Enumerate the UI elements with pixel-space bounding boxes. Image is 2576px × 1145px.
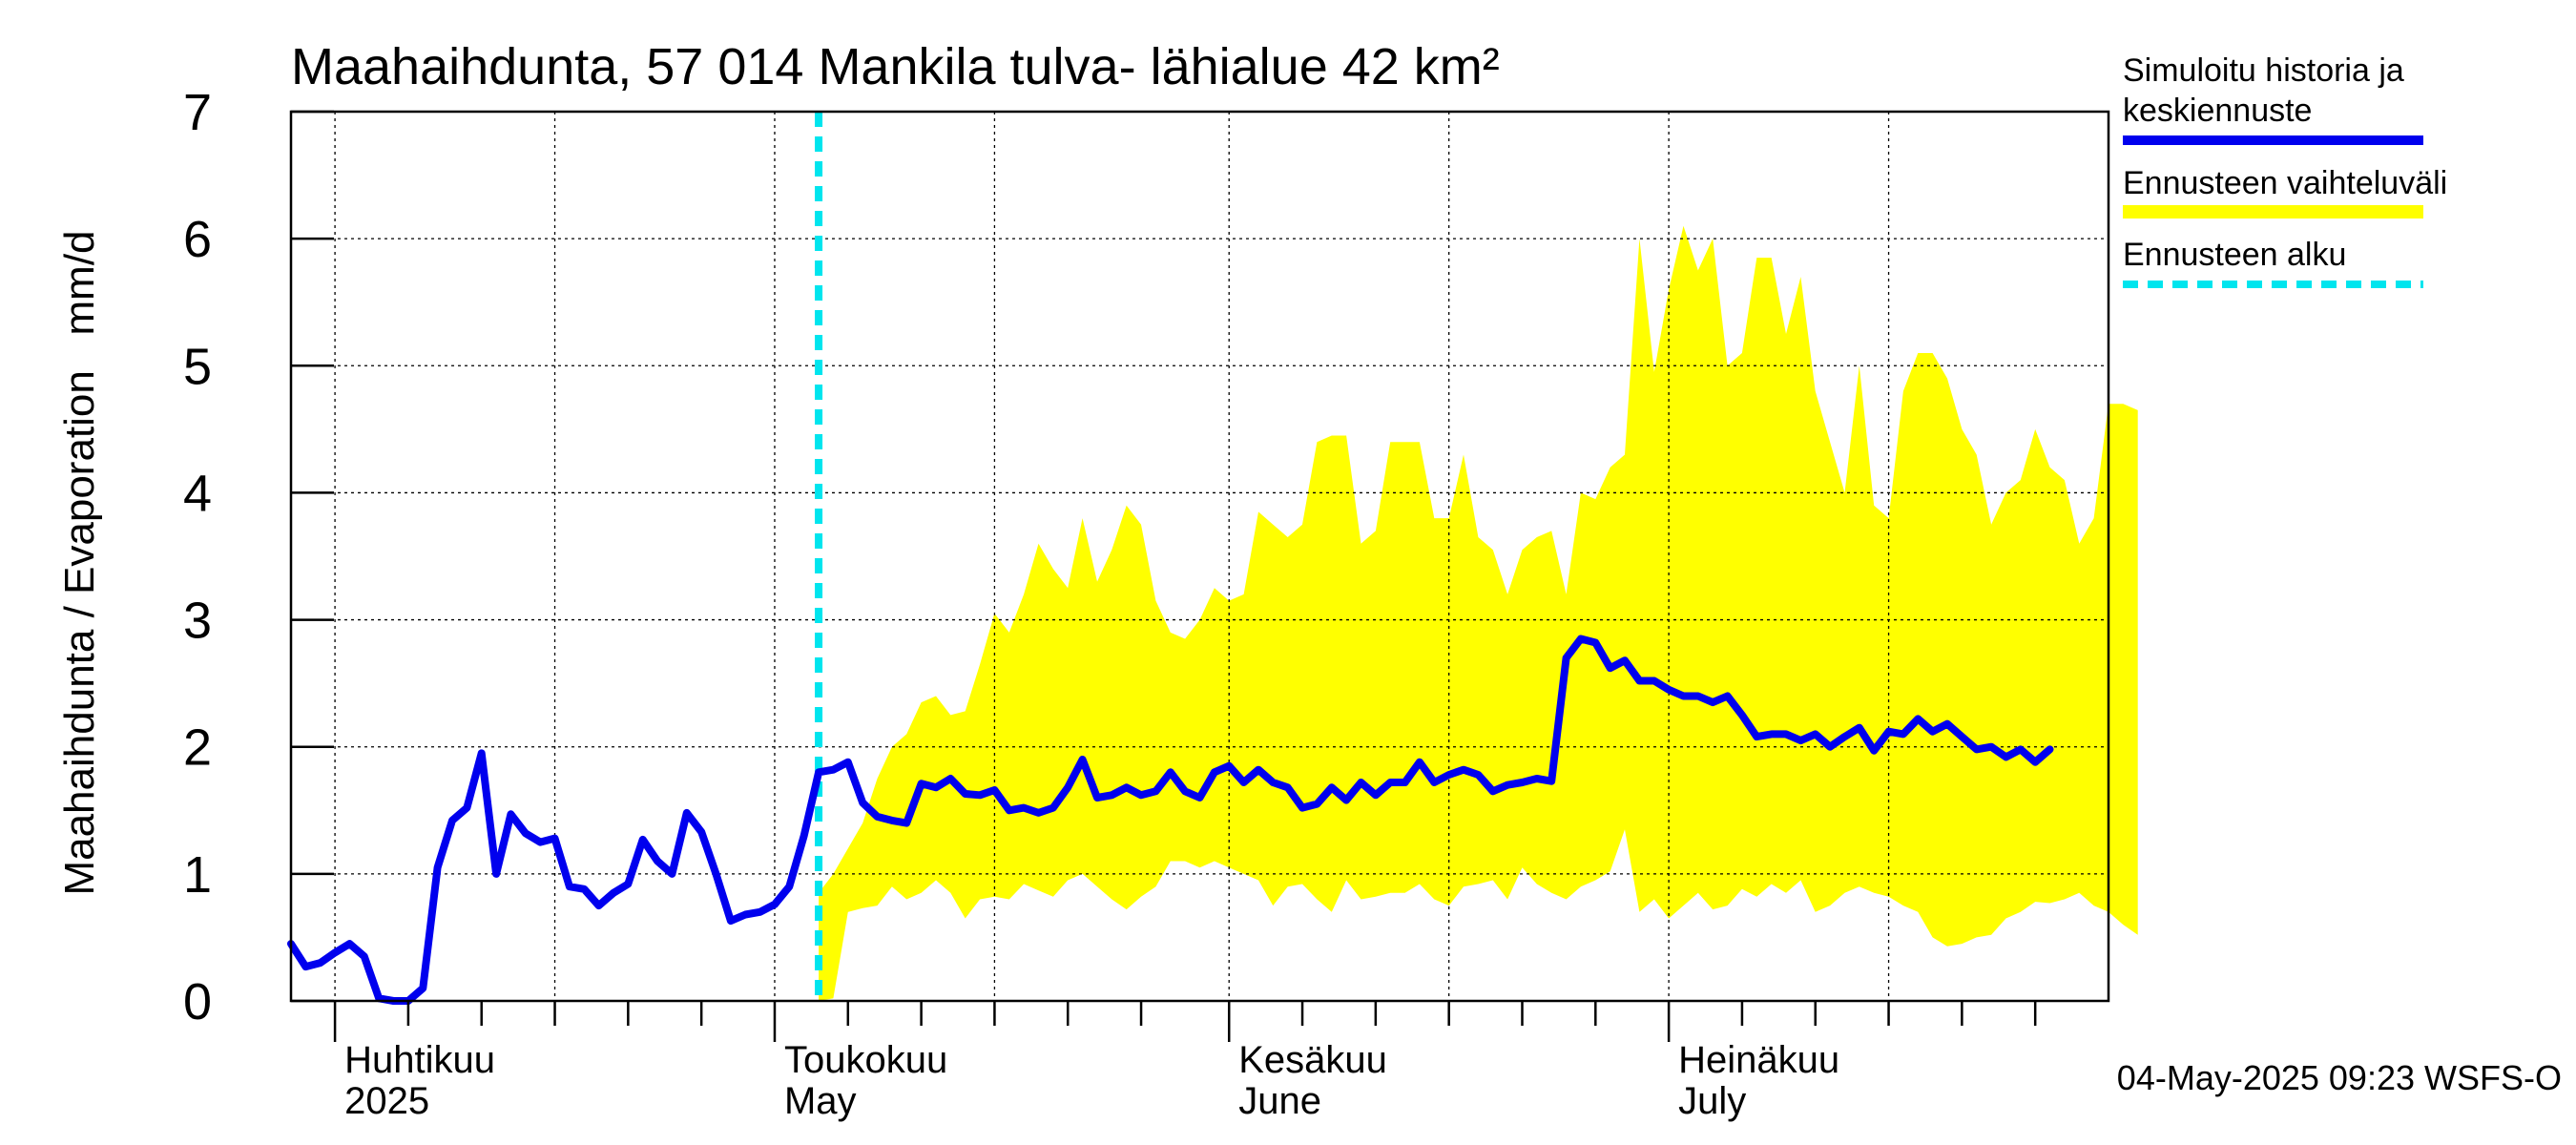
series-line (287, 635, 2054, 1005)
chart-title: Maahaihdunta, 57 014 Mankila tulva- lähi… (291, 38, 1500, 95)
axes-layer: 01234567Huhtikuu2025ToukokuuMayKesäkuuJu… (183, 84, 2110, 1122)
x-month-label: Huhtikuu (344, 1039, 495, 1081)
forecast-range-band (819, 225, 2138, 1002)
x-month-label: Toukokuu (784, 1039, 947, 1081)
y-axis-label: Maahaihdunta / Evaporation mm/d (56, 230, 103, 895)
grid-layer (291, 112, 2109, 1001)
y-tick-label: 4 (183, 465, 212, 522)
legend: Simuloitu historia ja keskiennuste Ennuste… (2123, 52, 2447, 288)
x-month-label-secondary: July (1678, 1080, 1746, 1122)
legend-label: Simuloitu historia ja (2123, 52, 2404, 89)
y-tick-label: 6 (183, 211, 212, 268)
y-tick-label: 0 (183, 973, 212, 1030)
series-line-layer (287, 112, 2054, 1005)
legend-label: Ennusteen alku (2123, 237, 2346, 273)
forecast-range-band-layer (819, 225, 2138, 1002)
y-tick-label: 5 (183, 338, 212, 395)
y-tick-label: 3 (183, 593, 212, 650)
x-month-label-secondary: May (784, 1080, 857, 1122)
legend-label: keskiennuste (2123, 93, 2312, 129)
plot-frame (289, 110, 2110, 1003)
x-month-label-secondary: 2025 (344, 1080, 429, 1122)
legend-label: Ennusteen vaihteluväli (2123, 165, 2447, 201)
y-tick-label: 7 (183, 84, 212, 141)
x-month-label: Kesäkuu (1238, 1039, 1387, 1081)
x-month-label: Heinäkuu (1678, 1039, 1839, 1081)
y-tick-label: 1 (183, 846, 212, 904)
x-month-label-secondary: June (1238, 1080, 1321, 1122)
y-tick-label: 2 (183, 719, 212, 777)
footer-timestamp: 04-May-2025 09:23 WSFS-O (2117, 1058, 2562, 1097)
